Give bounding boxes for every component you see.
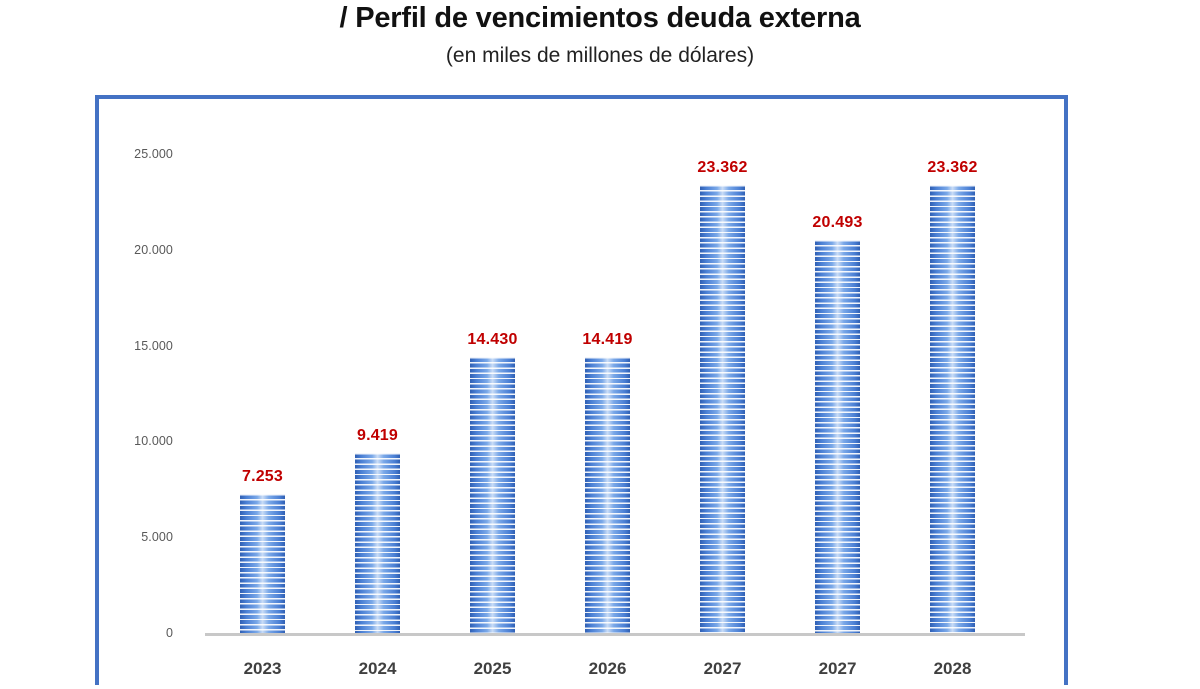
category-axis-line [205,633,1025,636]
y-axis-tick-label: 5.000 [141,530,173,545]
x-axis-category-label: 2028 [933,659,972,678]
bar[interactable] [585,356,630,633]
bar-value-label: 7.253 [241,468,284,486]
bar-value-label: 14.430 [467,330,518,348]
x-axis-category-label: 2027 [703,659,742,678]
bar-group[interactable]: 7.253 2023 [205,99,320,689]
bar[interactable] [240,494,285,633]
bar[interactable] [700,185,745,633]
bar-group[interactable]: 14.430 2025 [435,99,550,689]
bar[interactable] [355,452,400,633]
x-axis-category-label: 2025 [473,659,512,678]
y-axis-tick-label: 25.000 [134,147,173,161]
bar-value-label: 20.493 [812,214,863,232]
bars-layer: 7.253 2023 9.419 2024 14.430 2025 14.419 2026 23… [99,99,1072,689]
title-block: / Perfil de vencimientos deuda externa (… [0,0,1200,67]
y-axis-tick-label: 15.000 [134,338,173,353]
plot-area: 0 5.000 10.000 15.000 20.000 25.000 7.253 2023… [99,99,1072,689]
bar[interactable] [930,185,975,633]
y-axis-tick-label: 20.000 [134,242,173,257]
x-axis-category-label: 2026 [588,659,627,678]
bar-group[interactable]: 9.419 2024 [320,99,435,689]
bar-value-label: 23.362 [927,159,978,177]
bar-value-label: 14.419 [582,330,633,348]
bar[interactable] [470,356,515,633]
bar-group[interactable]: 20.493 2027 [780,99,895,689]
y-axis-tick-label: 0 [165,626,173,640]
bar-value-label: 23.362 [697,159,748,177]
bar-group[interactable]: 14.419 2026 [550,99,665,689]
bar-value-label: 9.419 [356,426,399,444]
y-axis-tick-label: 10.000 [134,434,173,449]
x-axis-category-label: 2023 [243,659,282,678]
x-axis-category-label: 2024 [358,659,397,678]
x-axis-category-label: 2027 [818,659,857,678]
bar[interactable] [815,240,860,633]
page-title: / Perfil de vencimientos deuda externa [339,2,861,34]
page-subtitle: (en miles de millones de dólares) [445,44,755,67]
chart-frame: 0 5.000 10.000 15.000 20.000 25.000 7.253 2023… [95,95,1068,685]
bar-group[interactable]: 23.362 2028 [895,99,1010,689]
bar-group[interactable]: 23.362 2027 [665,99,780,689]
